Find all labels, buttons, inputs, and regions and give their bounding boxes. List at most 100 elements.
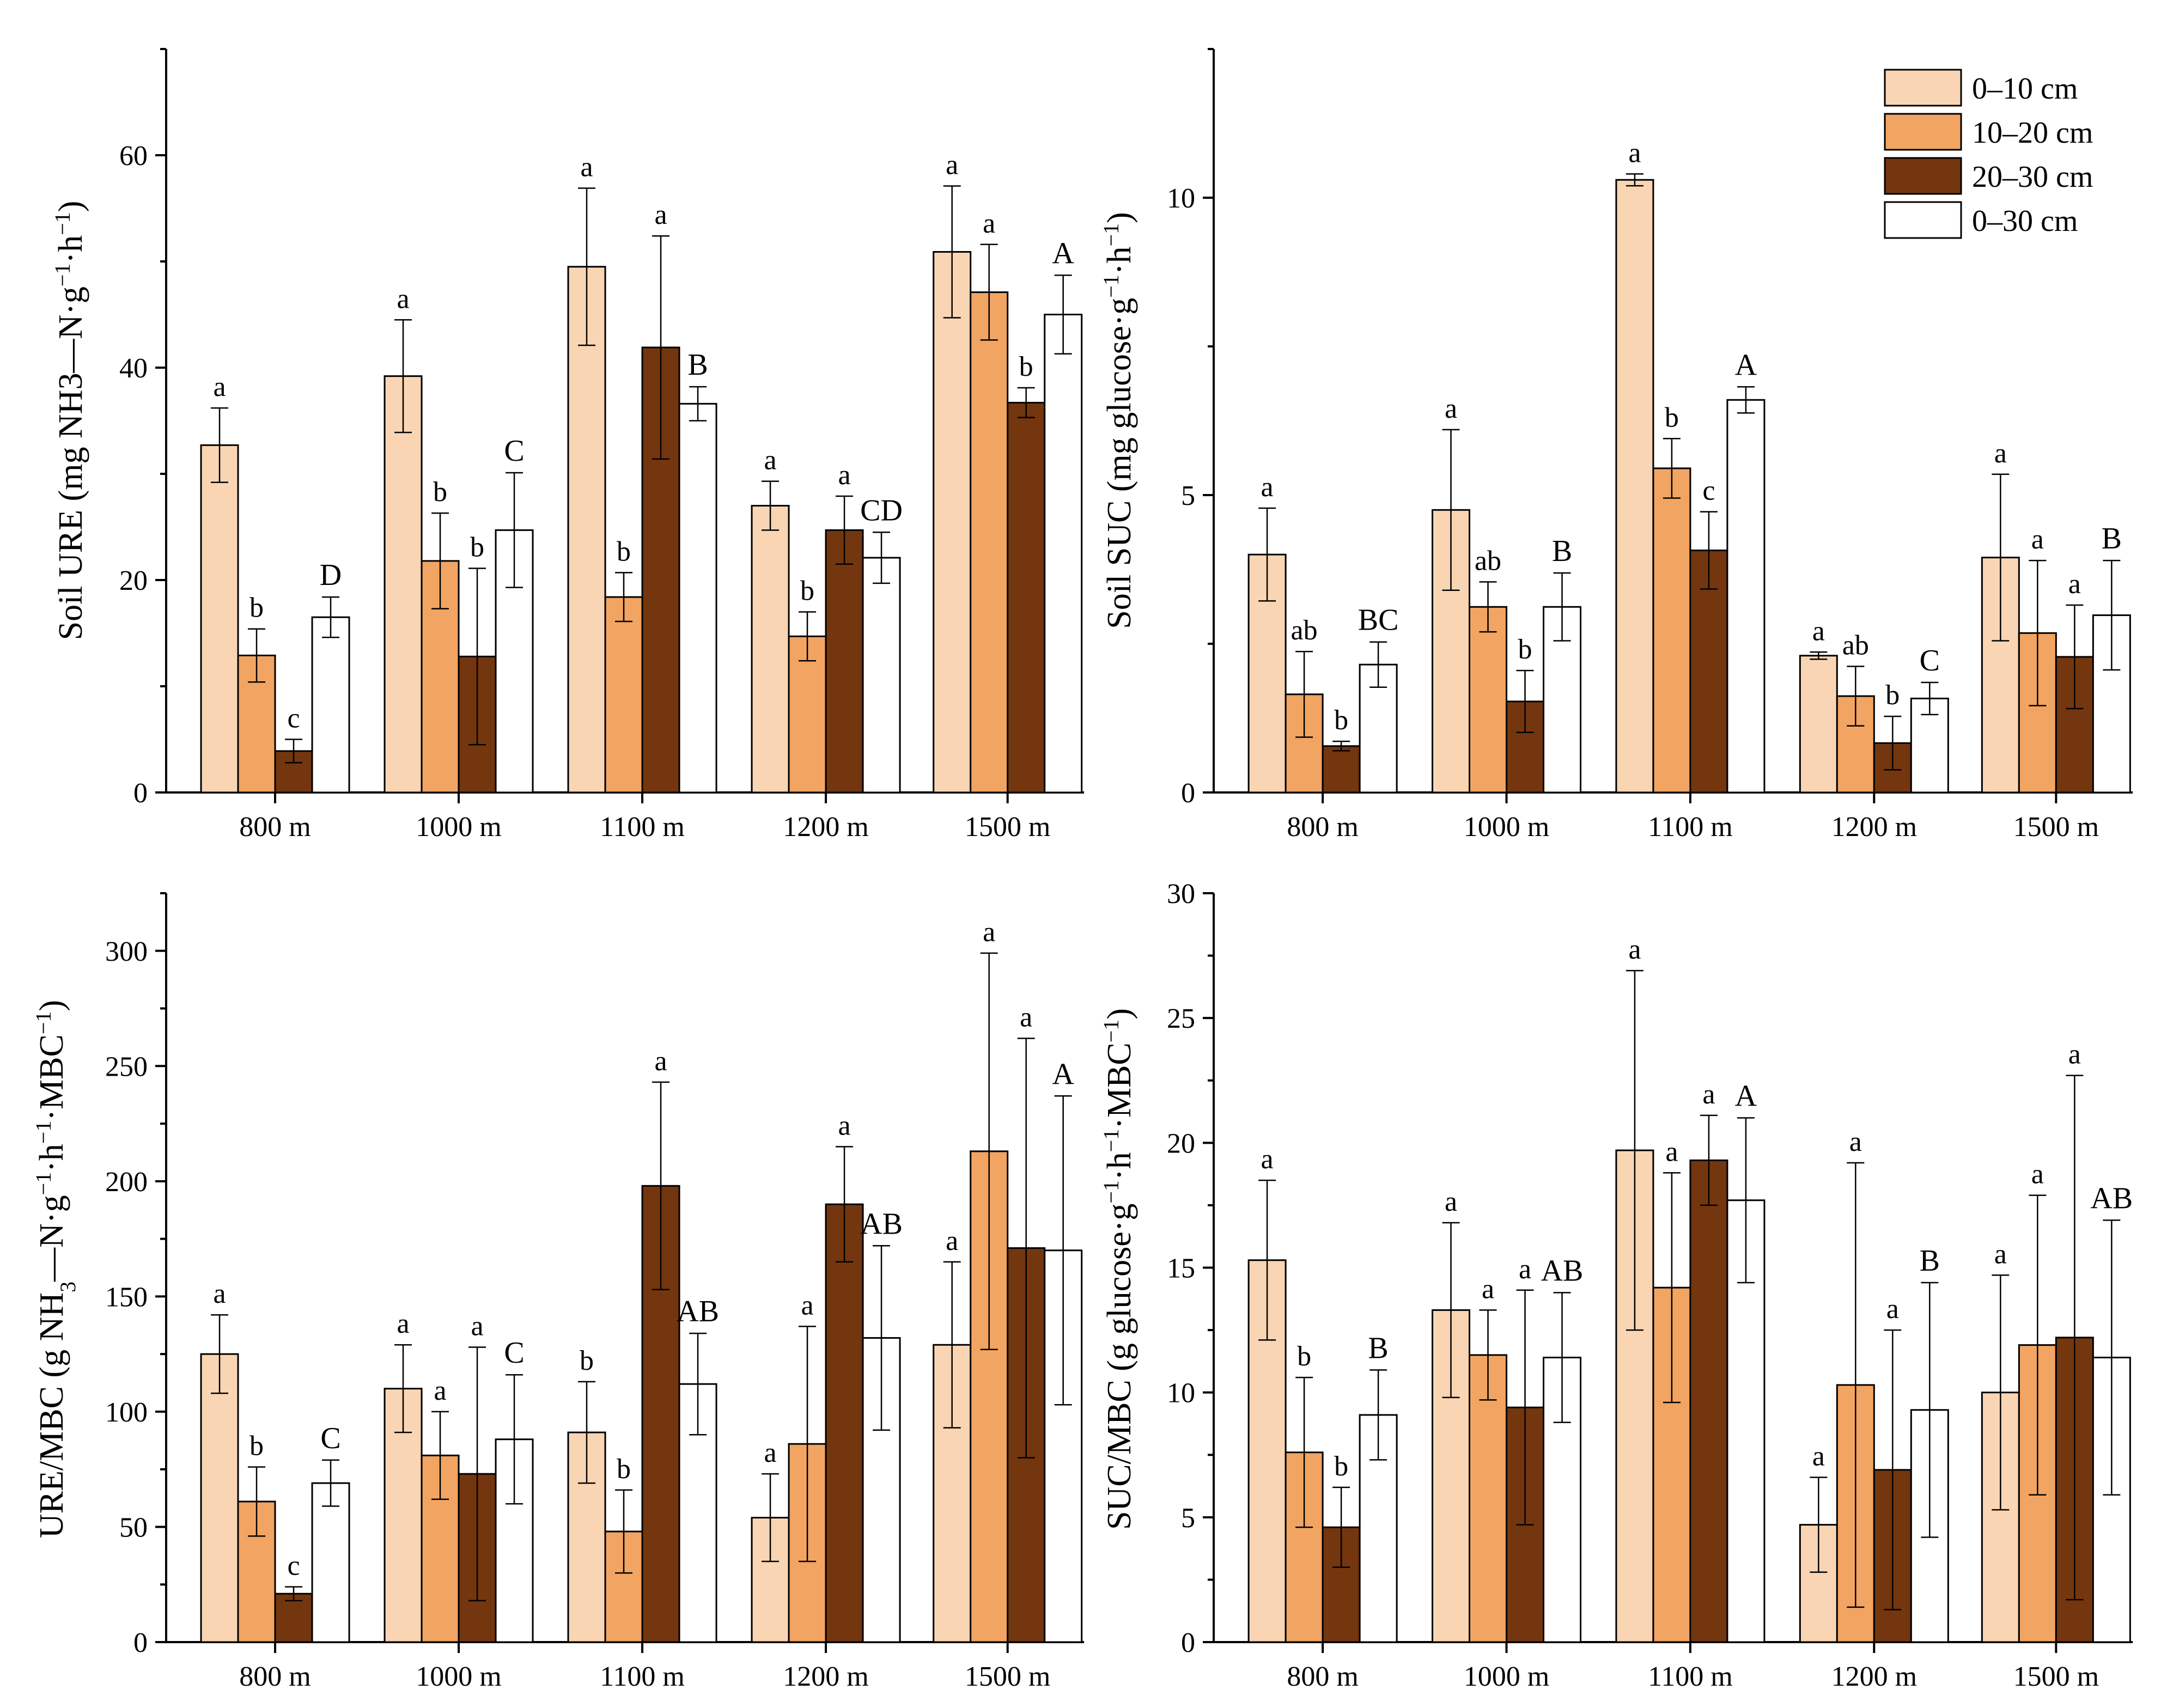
x-tick-label: 1000 m [1464, 1661, 1549, 1692]
y-tick-label: 15 [1167, 1253, 1195, 1284]
chart-ure: 0 20 40 60 Soil URE (mg NH3—N·g−1·h−1) a b c D 80… [50, 48, 1084, 843]
y-tick-label: 5 [1181, 1503, 1195, 1534]
legend-swatch-20-30cm [1884, 157, 1962, 195]
y-axis-title: URE/MBC (g NH3—N·g−1·h−1·MBC−1) [31, 1000, 80, 1538]
bar [1322, 745, 1361, 794]
y-tick-label: 0 [1181, 1627, 1195, 1658]
bar [1726, 399, 1766, 794]
x-tick-label: 1200 m [1831, 812, 1917, 843]
bar [825, 529, 864, 794]
significance-letter: AB [677, 1295, 719, 1328]
legend-label-0-10cm: 0–10 cm [1972, 72, 2078, 106]
bar [200, 444, 239, 794]
significance-letter: a [1812, 1441, 1825, 1472]
significance-letter: a [2031, 1159, 2044, 1190]
y-tick-label: 20 [1167, 1128, 1195, 1159]
significance-letter: a [580, 151, 593, 182]
significance-letter: a [1445, 393, 1457, 424]
significance-letter: C [1920, 644, 1940, 678]
significance-letter: a [1702, 1079, 1715, 1110]
significance-letter: b [800, 576, 814, 607]
bar [604, 596, 643, 794]
significance-letter: a [1261, 1144, 1274, 1175]
y-tick-label: 30 [1167, 879, 1195, 910]
y-tick-label: 10 [1167, 183, 1195, 214]
significance-letter: B [1920, 1244, 1940, 1278]
x-tick-label: 1100 m [1648, 812, 1733, 843]
significance-letter: B [2102, 522, 2122, 556]
bar [311, 1482, 350, 1643]
legend-swatch-10-20cm [1884, 113, 1962, 151]
y-axis-title: Soil URE (mg NH3—N·g−1·h−1) [50, 201, 90, 640]
significance-letter: C [504, 1336, 524, 1370]
significance-letter: a [654, 199, 667, 230]
x-tick-label: 800 m [1287, 812, 1358, 843]
significance-letter: a [838, 460, 850, 491]
significance-letter: a [1812, 615, 1825, 646]
significance-letter: a [1628, 934, 1641, 965]
x-tick-label: 800 m [1287, 1661, 1358, 1692]
x-tick-label: 1200 m [783, 812, 868, 843]
x-tick-label: 1500 m [2013, 1661, 2099, 1692]
significance-letter: a [983, 208, 995, 239]
bar [970, 291, 1009, 794]
bar [933, 251, 972, 794]
x-tick-label: 1500 m [2013, 812, 2099, 843]
bar [862, 557, 901, 794]
significance-letter: a [2068, 1039, 2081, 1070]
significance-letter: D [320, 558, 342, 592]
bar [1044, 314, 1083, 794]
significance-letter: a [983, 917, 995, 948]
significance-letter: b [617, 1454, 631, 1485]
y-axis-title: Soil SUC (mg glucose·g−1·h−1) [1099, 212, 1139, 629]
significance-letter: c [287, 703, 300, 734]
bar [825, 1203, 864, 1643]
significance-letter: AB [1541, 1254, 1584, 1288]
x-tick-label: 1100 m [1648, 1661, 1733, 1692]
significance-letter: a [1020, 1002, 1032, 1033]
x-tick-label: 1500 m [965, 812, 1050, 843]
significance-letter: ab [1291, 615, 1318, 646]
bar [200, 1353, 239, 1643]
significance-letter: B [1368, 1331, 1388, 1365]
category-group: aa b A 1500 m [933, 150, 1083, 843]
significance-letter: c [287, 1550, 300, 1581]
significance-letter: A [1735, 1079, 1757, 1113]
significance-letter: a [1445, 1186, 1457, 1217]
legend-swatch-0-10cm [1884, 69, 1962, 107]
x-tick-label: 1000 m [416, 1661, 501, 1692]
category-group: a b a CD 1200 m [751, 445, 903, 843]
bar [1007, 401, 1046, 794]
y-tick-label: 0 [133, 778, 148, 809]
bar [421, 560, 460, 794]
significance-letter: a [1628, 137, 1641, 168]
x-tick-label: 1000 m [416, 812, 501, 843]
significance-letter: a [1261, 472, 1274, 503]
x-tick-label: 1200 m [1831, 1661, 1917, 1692]
significance-letter: b [470, 532, 484, 563]
significance-letter: CD [860, 493, 903, 527]
significance-letter: a [213, 371, 226, 402]
x-tick-label: 800 m [239, 812, 311, 843]
significance-letter: a [801, 1290, 813, 1321]
significance-letter: b [249, 1430, 264, 1461]
bar [274, 1593, 313, 1643]
category-group: a a a AB 1200 m [751, 1110, 903, 1692]
significance-letter: a [2031, 524, 2044, 555]
significance-letter: a [1849, 1126, 1862, 1157]
bar [384, 375, 423, 794]
legend-label-20-30cm: 20–30 cm [1972, 160, 2093, 194]
x-tick-label: 1500 m [965, 1661, 1050, 1692]
bar [1652, 467, 1691, 794]
significance-letter: a [397, 283, 409, 314]
bar [678, 402, 717, 794]
significance-letter: a [946, 150, 958, 181]
significance-letter: ab [1475, 545, 1501, 576]
